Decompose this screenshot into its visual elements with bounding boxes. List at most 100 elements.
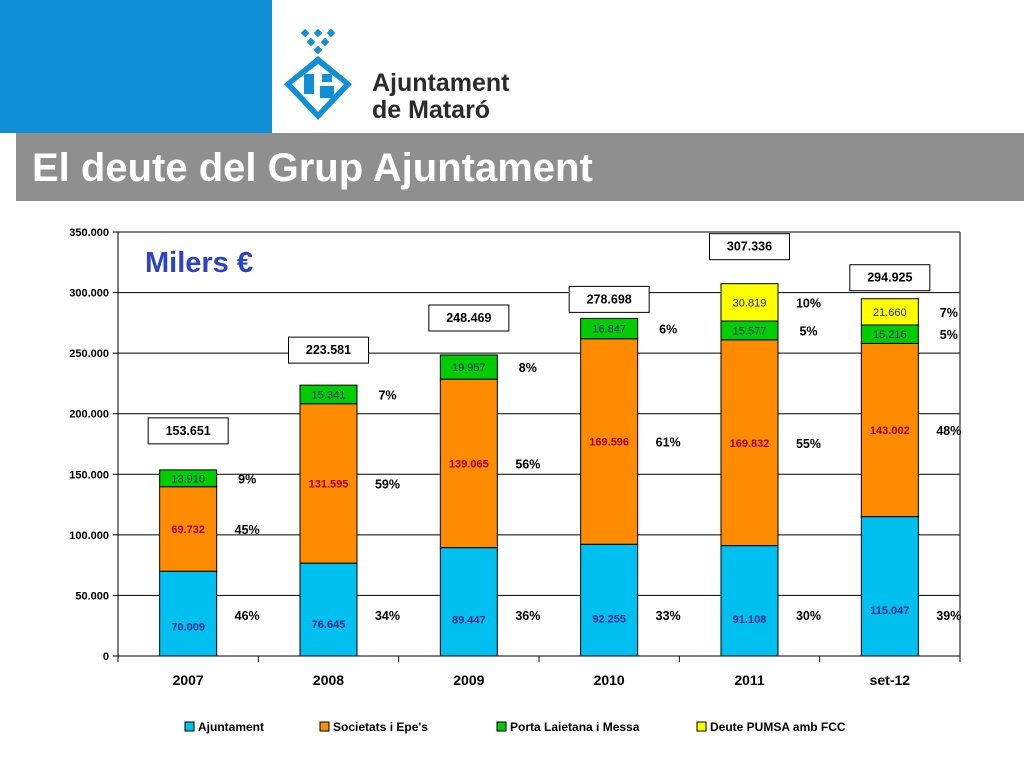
segment-percent-label: 39% [936, 609, 961, 623]
y-tick-label: 250.000 [69, 348, 109, 360]
logo-text-line1: Ajuntament [372, 69, 510, 97]
segment-percent-label: 48% [936, 424, 961, 438]
legend-swatch [696, 721, 707, 732]
total-callout-box [709, 233, 790, 261]
segment-value-label: 30.819 [733, 297, 767, 309]
segment-percent-label: 34% [375, 609, 400, 623]
legend-swatch [319, 721, 330, 732]
y-tick-label: 100.000 [69, 530, 109, 542]
segment-value-label: 139.065 [449, 458, 489, 470]
segment-percent-label: 46% [235, 609, 260, 623]
y-tick-label: 200.000 [69, 409, 109, 421]
total-callout-box [147, 417, 229, 445]
segment-value-label: 70.009 [171, 622, 205, 634]
segment-percent-label: 33% [656, 609, 681, 623]
bar-segment [580, 543, 639, 657]
bar-segment [299, 384, 358, 405]
legend-swatch [496, 721, 507, 732]
segment-percent-label: 59% [375, 477, 400, 491]
segment-value-label: 69.732 [171, 524, 205, 536]
segment-value-label: 89.447 [452, 614, 486, 626]
bar-segment [299, 562, 358, 657]
total-callout-box [428, 304, 510, 332]
bar-segment [720, 339, 779, 547]
segment-percent-label: 7% [940, 306, 958, 320]
total-callout-label: 248.469 [446, 311, 491, 325]
y-tick-label: 350.000 [69, 227, 109, 239]
page-title: El deute del Grup Ajuntament [32, 146, 593, 190]
segment-percent-label: 8% [519, 361, 537, 375]
total-callout-box [568, 285, 650, 313]
segment-percent-label: 55% [796, 437, 821, 451]
segment-value-label: 91.108 [733, 614, 767, 626]
segment-percent-label: 9% [238, 472, 256, 486]
bar-segment [860, 342, 919, 518]
bar-segment [580, 338, 639, 545]
total-callout-label: 307.336 [727, 240, 772, 254]
segment-percent-label: 61% [656, 436, 681, 450]
bar-segment [439, 547, 498, 657]
segment-value-label: 143.002 [870, 425, 910, 437]
segment-value-label: 13.910 [171, 473, 205, 485]
segment-value-label: 15.341 [312, 389, 346, 401]
city-coat-of-arms-logo [284, 28, 352, 120]
logo-text-line2: de Mataró [372, 96, 491, 124]
segment-value-label: 76.645 [312, 619, 346, 631]
segment-percent-label: 5% [940, 328, 958, 342]
y-tick-label: 50.000 [75, 590, 109, 602]
bar-segment [299, 403, 358, 564]
chart-bars [159, 283, 919, 657]
bar-segment [580, 317, 639, 340]
chart-gridlines [118, 231, 960, 657]
segment-value-label: 92.255 [592, 613, 626, 625]
segment-value-label: 21.660 [873, 307, 907, 319]
x-tick-label: 2010 [594, 672, 625, 688]
segment-percent-label: 36% [515, 609, 540, 623]
stacked-bar-chart: 0 50.000 100.000 150.000 200.000 250.000 300.0… [69, 227, 961, 734]
segment-percent-label: 7% [378, 388, 396, 402]
x-tick-label: 2007 [173, 672, 204, 688]
y-tick-label: 150.000 [69, 469, 109, 481]
legend-entry-label: Deute PUMSA amb FCC [710, 720, 846, 734]
segment-value-label: 15.577 [733, 325, 767, 337]
title-bar [0, 133, 1024, 201]
legend-entry-label: Societats i Epe's [333, 720, 428, 734]
chart-legend: Ajuntament Societats i Epe's Porta Laietan… [184, 720, 846, 734]
y-tick-label: 0 [103, 651, 109, 663]
total-callout-box [849, 264, 931, 292]
legend-swatch [184, 721, 195, 732]
bar-segment [159, 486, 218, 572]
total-callout-label: 223.581 [306, 343, 351, 357]
legend-entry-label: Ajuntament [198, 720, 264, 734]
segment-percent-label: 10% [796, 296, 821, 310]
segment-value-label: 15.216 [873, 329, 907, 341]
bar-segment [860, 298, 919, 326]
bar-segment [720, 545, 779, 657]
segment-value-label: 169.832 [730, 438, 770, 450]
legend-entry-label: Porta Laietana i Messa [510, 720, 640, 734]
bar-segment [439, 354, 498, 380]
bar-segment [439, 378, 498, 549]
total-callout-box [288, 336, 369, 364]
segment-percent-label: 5% [799, 324, 817, 338]
segment-value-label: 115.047 [870, 605, 909, 617]
bar-segment [159, 570, 218, 657]
total-callout-label: 278.698 [587, 292, 632, 306]
segment-value-label: 169.596 [589, 437, 629, 449]
y-tick-label: 300.000 [69, 288, 109, 300]
segment-percent-label: 30% [796, 609, 821, 623]
segment-value-label: 131.595 [309, 478, 349, 490]
segment-percent-label: 56% [515, 457, 540, 471]
logo-wordmark: Ajuntament de Mataró [372, 70, 510, 124]
bar-segment [860, 516, 919, 657]
chart-labels: 70.009 46% 69.732 45% 13.910 9% 76.645 34% 131.5… [147, 233, 961, 634]
total-callout-label: 294.925 [867, 271, 912, 285]
bar-segment [159, 469, 218, 488]
units-label: Milers € [145, 247, 253, 279]
chart-axes: 0 50.000 100.000 150.000 200.000 250.000 300.0… [69, 227, 961, 688]
x-tick-label: 2011 [734, 672, 765, 688]
bar-segment [720, 283, 779, 322]
segment-value-label: 19.957 [452, 362, 486, 374]
title-bar-margin [0, 133, 16, 201]
segment-value-label: 16.847 [592, 324, 626, 336]
